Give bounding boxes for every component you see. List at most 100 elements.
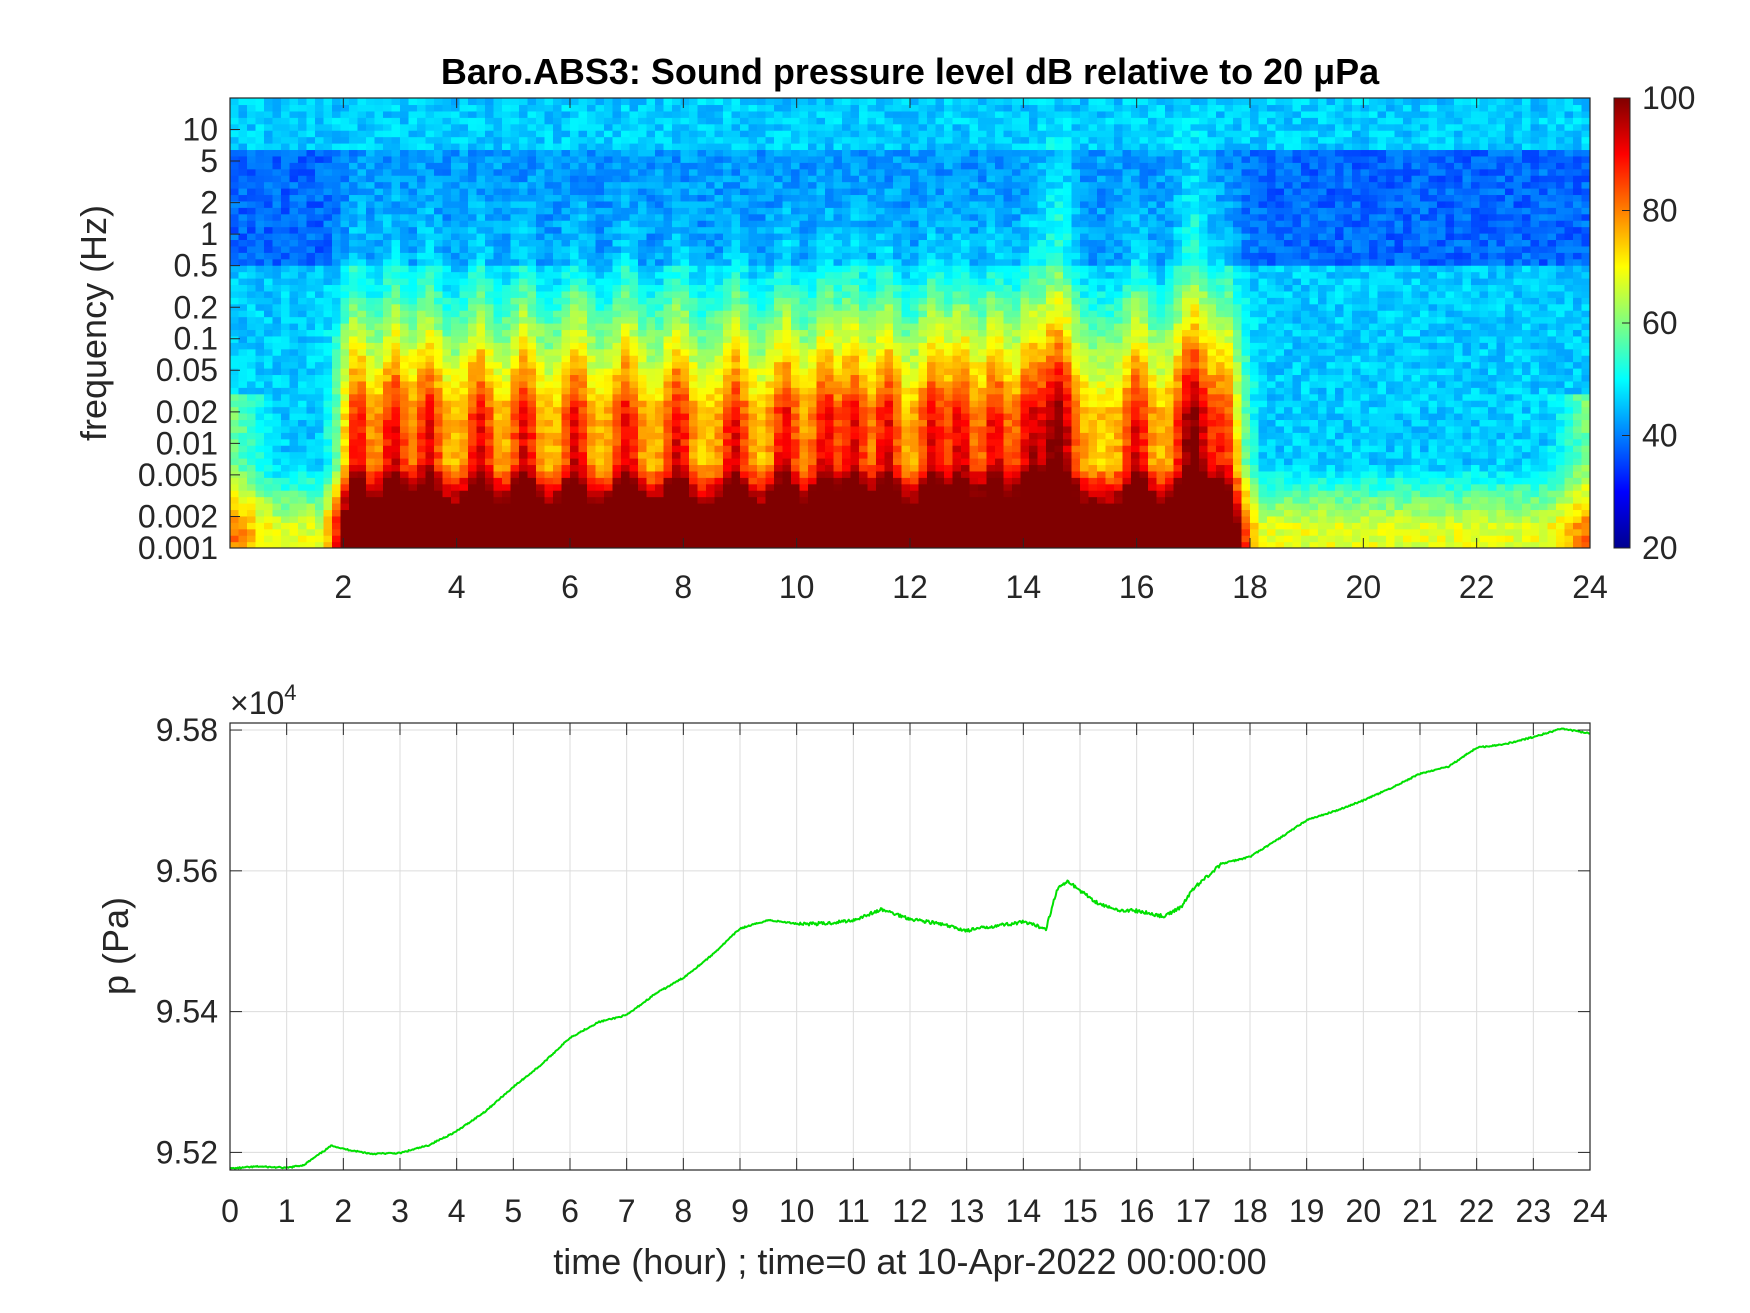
spectrogram-cell (247, 316, 257, 324)
spectrogram-cell (264, 528, 274, 536)
spectrogram-cell (519, 522, 529, 530)
spectrogram-cell (383, 464, 393, 472)
spectrogram-cell (434, 380, 444, 388)
spectrogram-cell (765, 233, 775, 241)
spectrogram-cell (255, 110, 265, 118)
spectrogram-cell (748, 380, 758, 388)
spectrogram-cell (332, 413, 342, 421)
spectrogram-cell (757, 123, 767, 131)
spectrogram-cell (527, 451, 537, 459)
spectrogram-cell (731, 168, 741, 176)
spectrogram-cell (561, 509, 571, 517)
spectrogram-cell (655, 348, 665, 356)
spectrogram-cell (247, 200, 257, 208)
spectrogram-cell (400, 355, 410, 363)
spectrogram-cell (255, 458, 265, 466)
spectrogram-cell (731, 496, 741, 504)
spectrogram-cell (289, 329, 299, 337)
spectrogram-cell (799, 355, 809, 363)
spectrogram-cell (723, 393, 733, 401)
spectrogram-cell (230, 278, 240, 286)
spectrogram-cell (459, 233, 469, 241)
spectrogram-cell (757, 413, 767, 421)
spectrogram-cell (791, 162, 801, 170)
spectrogram-cell (434, 258, 444, 266)
spectrogram-cell (408, 123, 418, 131)
spectrogram-cell (740, 98, 750, 106)
spectrogram-cell (825, 413, 835, 421)
spectrogram-cell (723, 207, 733, 215)
spectrogram-cell (264, 207, 274, 215)
spectrogram-cell (723, 470, 733, 478)
spectrogram-cell (731, 355, 741, 363)
spectrogram-cell (706, 342, 716, 350)
spectrogram-cell (765, 490, 775, 498)
spectrogram-cell (247, 233, 257, 241)
spectrogram-cell (306, 123, 316, 131)
spectrogram-cell (502, 445, 512, 453)
spectrogram-cell (408, 175, 418, 183)
spectrogram-cell (366, 477, 376, 485)
spectrogram-cell (740, 425, 750, 433)
spectrogram-cell (264, 168, 274, 176)
spectrogram-cell (238, 413, 248, 421)
spectrogram-cell (459, 252, 469, 260)
spectrogram-cell (417, 194, 427, 202)
spectrogram-cell (400, 200, 410, 208)
spectrogram-cell (638, 483, 648, 491)
spectrogram-cell (510, 188, 520, 196)
spectrogram-cell (765, 458, 775, 466)
spectrogram-cell (697, 175, 707, 183)
spectrogram-cell (306, 207, 316, 215)
spectrogram-cell (723, 361, 733, 369)
spectrogram-cell (553, 297, 563, 305)
spectrogram-cell (264, 535, 274, 543)
spectrogram-cell (374, 104, 384, 112)
spectrogram-cell (689, 413, 699, 421)
spectrogram-cell (723, 445, 733, 453)
spectrogram-cell (255, 245, 265, 253)
spectrogram-cell (689, 271, 699, 279)
spectrogram-cell (485, 458, 495, 466)
spectrogram-cell (391, 290, 401, 298)
spectrogram-cell (417, 265, 427, 273)
spectrogram-cell (357, 310, 367, 318)
spectrogram-cell (723, 213, 733, 221)
spectrogram-cell (731, 348, 741, 356)
spectrogram-cell (476, 393, 486, 401)
spectrogram-cell (510, 278, 520, 286)
spectrogram-cell (315, 535, 325, 543)
spectrogram-cell (374, 515, 384, 523)
spectrogram-cell (425, 188, 435, 196)
spectrogram-cell (731, 245, 741, 253)
spectrogram-cell (527, 155, 537, 163)
spectrogram-cell (697, 419, 707, 427)
spectrogram-cell (383, 123, 393, 131)
spectrogram-cell (578, 175, 588, 183)
spectrogram-cell (612, 233, 622, 241)
spectrogram-cell (340, 297, 350, 305)
spectrogram-cell (697, 348, 707, 356)
spectrogram-cell (765, 387, 775, 395)
spectrogram-cell (791, 245, 801, 253)
spectrogram-cell (340, 284, 350, 292)
spectrogram-cell (655, 380, 665, 388)
spectrogram-cell (502, 123, 512, 131)
spectrogram-cell (595, 355, 605, 363)
spectrogram-cell (400, 226, 410, 234)
spectrogram-cell (289, 290, 299, 298)
spectrogram-cell (408, 239, 418, 247)
spectrogram-cell (629, 200, 639, 208)
spectrogram-cell (621, 470, 631, 478)
spectrogram-cell (578, 438, 588, 446)
spectrogram-cell (774, 528, 784, 536)
spectrogram-cell (502, 368, 512, 376)
spectrogram-cell (306, 213, 316, 221)
spectrogram-cell (638, 290, 648, 298)
spectrogram-cell (519, 239, 529, 247)
spectrogram-cell (417, 528, 427, 536)
spectrogram-cell (612, 438, 622, 446)
spectrogram-cell (502, 207, 512, 215)
spectrogram-cell (374, 175, 384, 183)
spectrogram-cell (714, 541, 724, 548)
